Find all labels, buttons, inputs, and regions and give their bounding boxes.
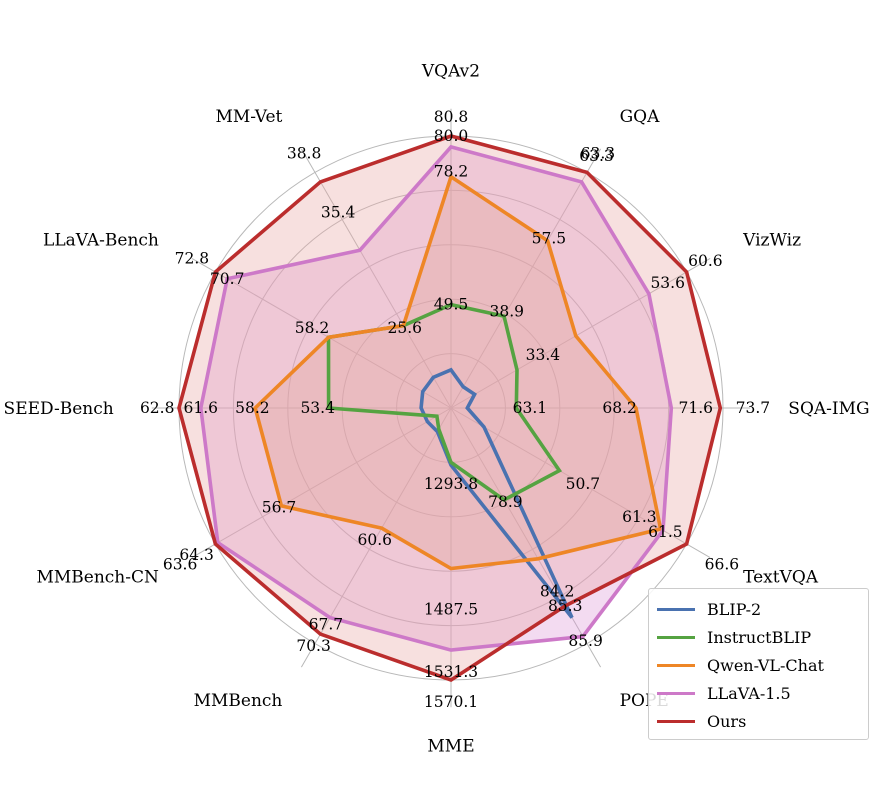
data-label: 50.7	[566, 475, 601, 493]
data-label: 57.5	[532, 229, 567, 247]
data-label: 58.2	[235, 399, 270, 417]
legend-item-ours: Ours	[657, 707, 860, 735]
data-label: 1293.8	[424, 475, 478, 493]
data-label: 70.3	[296, 637, 331, 655]
grid-spoke	[450, 257, 711, 409]
data-label: 80.8	[434, 108, 469, 126]
data-label: 63.3	[579, 147, 614, 165]
data-label: 72.8	[175, 249, 210, 267]
data-label: 63.6	[163, 555, 198, 573]
legend-swatch	[657, 663, 695, 667]
data-label: 38.8	[287, 145, 322, 163]
grid-spoke	[300, 148, 452, 409]
data-label: 85.9	[568, 632, 603, 650]
data-label: 1570.1	[424, 693, 478, 711]
legend-label: InstructBLIP	[707, 627, 812, 647]
data-label: 78.9	[488, 493, 523, 511]
axis-label-llava-bench: LLaVA-Bench	[43, 230, 159, 250]
data-label: 56.7	[262, 498, 297, 516]
series-area-ours	[179, 136, 721, 680]
legend-swatch	[657, 719, 695, 723]
data-label: 1531.3	[424, 663, 478, 681]
legend-item-blip2: BLIP-2	[657, 595, 860, 623]
axis-label-gqa: GQA	[620, 107, 661, 127]
legend-item-qwen-vl-chat: Qwen-VL-Chat	[657, 651, 860, 679]
data-label: 53.4	[300, 399, 335, 417]
data-label: 61.3	[622, 508, 657, 526]
data-label: 58.2	[295, 319, 330, 337]
axis-label-vizwiz: VizWiz	[742, 230, 801, 250]
data-label: 1487.5	[424, 600, 478, 618]
series-line-layer	[177, 134, 723, 682]
data-label: 53.6	[650, 274, 685, 292]
series-line-blip-2	[419, 367, 574, 619]
axis-label-mmbench: MMBench	[194, 691, 283, 711]
legend-label: Ours	[707, 711, 747, 731]
series-line-llava-1-5	[198, 144, 674, 652]
grid-spoke	[450, 407, 711, 559]
data-label: 38.9	[490, 302, 525, 320]
axis-label-mme: MME	[427, 736, 474, 756]
legend-item-instructblip: InstructBLIP	[657, 623, 860, 651]
legend-label: LLaVA-1.5	[707, 683, 791, 703]
legend-label: BLIP-2	[707, 599, 762, 619]
data-label: 61.6	[184, 399, 219, 417]
series-area-llava-1-5	[200, 146, 672, 651]
axis-label-mmbench-cn: MMBench-CN	[36, 568, 159, 588]
data-label: 33.4	[526, 346, 561, 364]
data-label: 85.3	[548, 597, 583, 615]
data-label: 80.0	[434, 127, 469, 145]
data-label: 67.7	[309, 616, 344, 634]
axis-label-seed-bench: SEED-Bench	[4, 399, 114, 419]
axis-label-mm-vet: MM-Vet	[215, 107, 282, 127]
axis-label-sqa-img: SQA-IMG	[788, 399, 869, 419]
data-label: 64.3	[179, 546, 214, 564]
data-label: 68.2	[602, 399, 637, 417]
data-label: 61.5	[648, 523, 683, 541]
data-label: 49.5	[434, 296, 469, 314]
data-label: 63.3	[581, 145, 616, 163]
grid-spoke	[300, 407, 452, 668]
axis-label-vqav2: VQAv2	[421, 62, 480, 82]
grid-spoke	[191, 257, 452, 409]
data-label: 60.6	[358, 531, 393, 549]
legend-item-llava-1-5: LLaVA-1.5	[657, 679, 860, 707]
data-label: 71.6	[679, 399, 714, 417]
data-label: 60.6	[688, 252, 723, 270]
series-line-ours	[177, 134, 723, 682]
data-label: 73.7	[736, 399, 771, 417]
value-label-layer: 80.880.078.249.563.363.357.538.960.653.6…	[140, 108, 770, 711]
data-label: 84.2	[540, 583, 575, 601]
axis-label-textvqa: TextVQA	[743, 568, 819, 588]
grid-spoke	[450, 148, 602, 409]
legend-label: Qwen-VL-Chat	[707, 655, 824, 675]
data-label: 66.6	[705, 555, 740, 573]
grid-spoke	[450, 407, 602, 668]
data-label: 35.4	[321, 204, 356, 222]
legend-swatch	[657, 691, 695, 695]
data-label: 70.7	[210, 270, 245, 288]
data-label: 25.6	[388, 319, 423, 337]
legend-swatch	[657, 607, 695, 611]
series-line-qwen-vl-chat	[253, 173, 663, 571]
legend-swatch	[657, 635, 695, 639]
chart-legend: BLIP-2 InstructBLIP Qwen-VL-Chat LLaVA-1…	[648, 588, 869, 740]
data-label: 62.8	[140, 399, 175, 417]
data-label: 63.1	[513, 399, 548, 417]
data-label: 78.2	[434, 162, 469, 180]
grid-spoke	[191, 407, 452, 559]
